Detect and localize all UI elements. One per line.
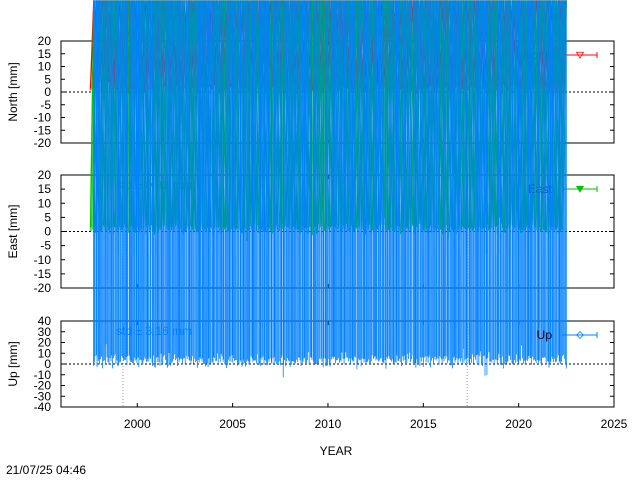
y-axis-label: East [mm]: [6, 204, 20, 258]
y-axis-label: North [mm]: [6, 62, 20, 121]
y-tick-label: 15: [38, 182, 52, 196]
y-tick-label: 0: [44, 225, 51, 239]
y-tick-label: 10: [38, 60, 52, 74]
y-tick-label: -20: [34, 281, 52, 295]
x-tick-label: 2005: [219, 417, 246, 431]
y-tick-label: 20: [38, 34, 52, 48]
legend-label: Up: [537, 328, 553, 342]
legend-sample: [561, 331, 598, 339]
y-tick-label: -5: [40, 239, 51, 253]
y-tick-label: 5: [44, 210, 51, 224]
y-tick-label: 0: [44, 357, 51, 371]
y-tick-label: 10: [38, 346, 52, 360]
y-tick-label: 15: [38, 47, 52, 61]
y-tick-label: -30: [34, 389, 52, 403]
legend-marker: [576, 331, 584, 339]
y-tick-label: -10: [34, 368, 52, 382]
y-tick-label: 0: [44, 85, 51, 99]
y-tick-label: 20: [38, 168, 52, 182]
x-axis-label: YEAR: [320, 444, 353, 458]
x-tick-label: 2025: [601, 417, 628, 431]
y-tick-label: -40: [34, 400, 52, 414]
y-tick-label: -10: [34, 253, 52, 267]
legend-sample: [561, 185, 598, 193]
y-tick-label: -15: [34, 267, 52, 281]
y-tick-label: 10: [38, 196, 52, 210]
y-axis-label: Up [mm]: [6, 341, 20, 386]
x-tick-label: 2000: [124, 417, 151, 431]
y-tick-label: -10: [34, 111, 52, 125]
y-tick-label: -15: [34, 123, 52, 137]
legend-marker: [575, 51, 585, 59]
y-tick-label: 30: [38, 325, 52, 339]
y-tick-label: -20: [34, 379, 52, 393]
x-tick-label: 2020: [505, 417, 532, 431]
y-tick-label: -20: [34, 136, 52, 150]
std-annotation: std ± 3.16 mm: [116, 324, 192, 338]
data-point: [89, 0, 94, 232]
y-tick-label: 40: [38, 314, 52, 328]
y-tick-label: 5: [44, 72, 51, 86]
data-series-up: [93, 0, 567, 378]
x-tick-label: 2015: [410, 417, 437, 431]
legend-sample: [561, 51, 598, 59]
y-tick-label: 20: [38, 336, 52, 350]
legend-marker: [575, 185, 585, 193]
y-tick-label: -5: [40, 98, 51, 112]
timestamp: 21/07/25 04:46: [6, 463, 86, 477]
x-tick-label: 2010: [315, 417, 342, 431]
